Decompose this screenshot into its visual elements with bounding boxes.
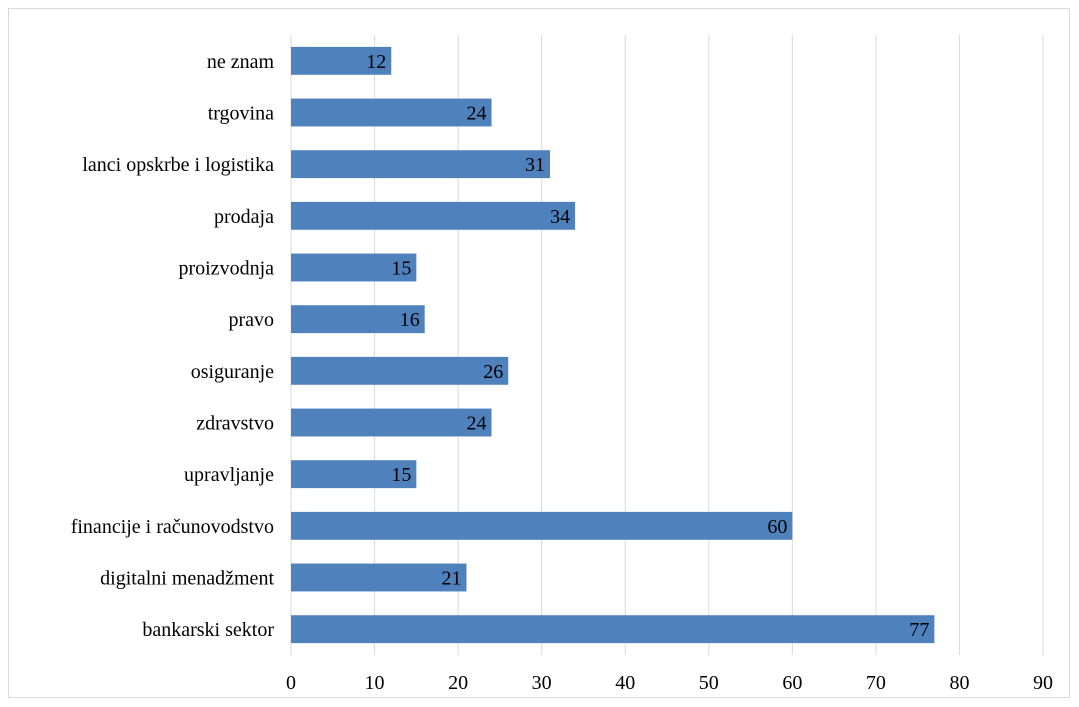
category-label: trgovina bbox=[208, 103, 274, 125]
data-label: 60 bbox=[767, 516, 787, 538]
category-label: bankarski sektor bbox=[142, 619, 274, 641]
bar bbox=[291, 201, 576, 230]
category-label: upravljanje bbox=[184, 464, 274, 486]
data-label: 15 bbox=[391, 464, 411, 486]
x-tick-label: 0 bbox=[286, 672, 296, 694]
x-tick-label: 10 bbox=[365, 672, 385, 694]
category-label: prodaja bbox=[214, 206, 274, 228]
x-tick-labels: 0 10 20 30 40 50 60 70 80 90 bbox=[286, 672, 1053, 694]
bar bbox=[291, 253, 417, 282]
gridlines bbox=[290, 35, 1044, 655]
bar bbox=[291, 150, 551, 179]
category-label: financije i računovodstvo bbox=[71, 516, 274, 538]
x-tick-label: 80 bbox=[949, 672, 969, 694]
x-tick-label: 30 bbox=[532, 672, 552, 694]
category-label: ne znam bbox=[207, 51, 275, 73]
data-label: 24 bbox=[467, 413, 487, 435]
x-tick-label: 20 bbox=[448, 672, 468, 694]
bars bbox=[291, 46, 935, 644]
x-tick-label: 90 bbox=[1033, 672, 1053, 694]
data-label: 34 bbox=[550, 206, 570, 228]
bar bbox=[291, 511, 793, 540]
bar bbox=[291, 356, 509, 385]
category-label: osiguranje bbox=[191, 361, 274, 383]
bar bbox=[291, 46, 392, 75]
x-tick-label: 60 bbox=[782, 672, 802, 694]
x-tick-label: 40 bbox=[615, 672, 635, 694]
data-label: 24 bbox=[467, 103, 487, 125]
category-labels: bankarski sektor digitalni menadžment fina… bbox=[71, 51, 275, 641]
data-label: 12 bbox=[366, 51, 386, 73]
data-label: 26 bbox=[483, 361, 503, 383]
category-label: zdravstvo bbox=[196, 413, 274, 435]
category-label: digitalni menadžment bbox=[100, 568, 274, 590]
bar bbox=[291, 563, 467, 592]
category-label: proizvodnja bbox=[178, 258, 274, 280]
bar bbox=[291, 615, 935, 644]
data-label: 16 bbox=[400, 309, 420, 331]
bar bbox=[291, 460, 417, 489]
bar bbox=[291, 305, 425, 334]
bar bbox=[291, 98, 492, 127]
bar bbox=[291, 408, 492, 437]
category-label: lanci opskrbe i logistika bbox=[82, 154, 274, 176]
data-label: 77 bbox=[909, 619, 929, 641]
data-labels: 77 21 60 15 24 26 16 15 34 31 24 12 bbox=[366, 51, 929, 641]
category-label: pravo bbox=[228, 309, 274, 331]
x-tick-label: 50 bbox=[699, 672, 719, 694]
chart-frame bbox=[8, 8, 1070, 698]
data-label: 31 bbox=[525, 154, 545, 176]
data-label: 15 bbox=[391, 258, 411, 280]
x-tick-label: 70 bbox=[866, 672, 886, 694]
data-label: 21 bbox=[441, 568, 461, 590]
